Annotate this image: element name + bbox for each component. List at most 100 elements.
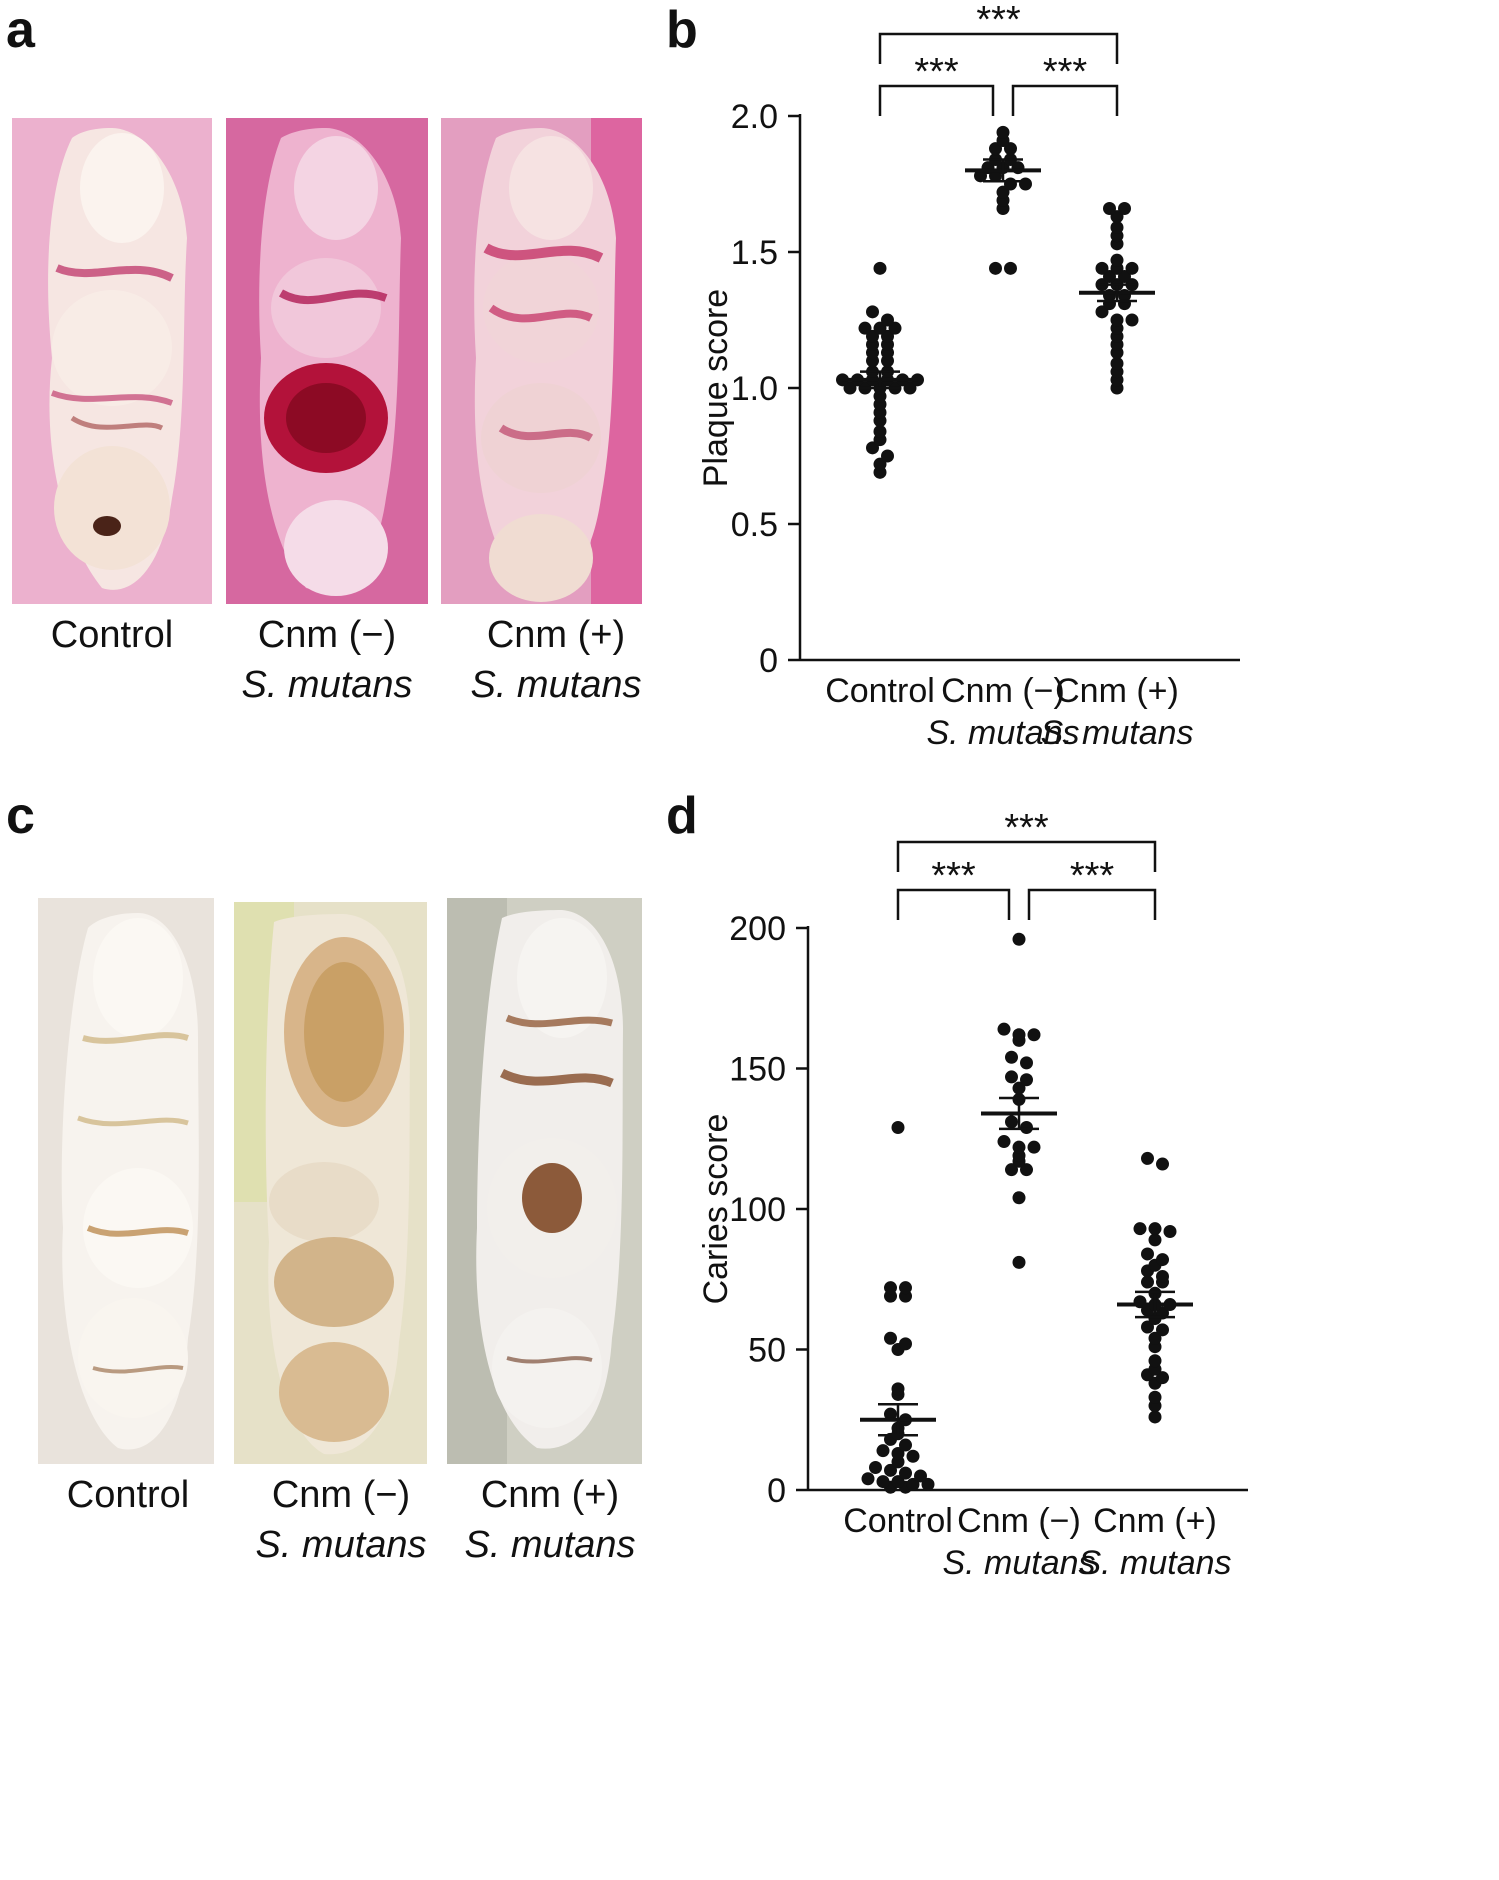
caption-species: S. mutans xyxy=(464,1524,636,1566)
data-point xyxy=(884,1331,897,1345)
data-point xyxy=(1148,1331,1162,1345)
data-point xyxy=(1156,1269,1169,1283)
data-point xyxy=(1133,1222,1147,1236)
data-point xyxy=(1020,1056,1033,1070)
data-point xyxy=(1148,1354,1162,1368)
x-category-species: S. mutans xyxy=(926,714,1079,752)
caries-photo-control xyxy=(38,898,214,1464)
significance-bracket xyxy=(878,84,995,116)
data-point xyxy=(1141,1275,1154,1289)
panel-letter-d: d xyxy=(666,787,698,845)
x-category-species: S. mutans xyxy=(1078,1544,1231,1582)
photo-c-caption-cnm-positive: Cnm (+) S. mutans xyxy=(440,1470,660,1570)
significance-label: *** xyxy=(931,855,976,897)
data-point xyxy=(1005,1163,1018,1177)
data-point xyxy=(899,1281,912,1295)
data-point xyxy=(1095,261,1109,275)
data-point xyxy=(899,1466,912,1480)
y-tick-label: 0 xyxy=(759,642,778,680)
panel-letter-c: c xyxy=(6,787,35,845)
data-point xyxy=(1148,1410,1162,1424)
y-axis-label: Caries score xyxy=(697,1114,735,1305)
y-axis-label: Plaque score xyxy=(697,289,735,487)
x-category-species: S. mutans xyxy=(942,1544,1095,1582)
data-point xyxy=(1148,1233,1162,1247)
data-point xyxy=(997,1135,1011,1149)
plaque-photo-cnm-positive xyxy=(441,118,642,604)
data-point xyxy=(1156,1323,1169,1337)
significance-bracket xyxy=(896,888,1011,920)
panel-letter-b: b xyxy=(666,1,698,59)
data-point xyxy=(1148,1390,1162,1404)
data-point xyxy=(906,1477,920,1491)
data-point xyxy=(1020,1121,1033,1135)
data-point xyxy=(1027,1140,1041,1154)
significance-label: *** xyxy=(976,0,1021,41)
data-point xyxy=(1156,1157,1169,1171)
data-point xyxy=(873,261,887,275)
caption-line: Cnm (+) xyxy=(480,1474,620,1516)
caption-species: S. mutans xyxy=(470,664,642,706)
y-tick-label: 1.5 xyxy=(731,234,778,272)
data-point xyxy=(1110,357,1124,371)
significance-bracket xyxy=(878,32,1119,64)
caption-line: Control xyxy=(50,614,174,656)
panel-letter-a: a xyxy=(6,1,35,59)
photo-c-caption-cnm-negative: Cnm (−) S. mutans xyxy=(228,1470,454,1570)
photo-a-caption-cnm-positive: Cnm (+) S. mutans xyxy=(431,610,681,710)
data-point xyxy=(1019,177,1032,191)
data-point xyxy=(876,1475,890,1489)
data-point xyxy=(906,1449,920,1463)
data-point xyxy=(1163,1224,1177,1238)
x-category-species: S. mutans xyxy=(1040,714,1193,752)
data-point xyxy=(861,1472,875,1486)
data-point xyxy=(1020,1163,1033,1177)
data-point xyxy=(899,1337,912,1351)
significance-label: *** xyxy=(914,51,959,93)
caption-species: S. mutans xyxy=(255,1524,427,1566)
data-point xyxy=(881,313,894,327)
data-point xyxy=(866,305,879,319)
data-point xyxy=(1004,177,1017,191)
data-point xyxy=(881,449,894,463)
data-point xyxy=(1012,1255,1026,1269)
data-point xyxy=(1012,1140,1026,1154)
y-tick-label: 100 xyxy=(729,1191,786,1229)
data-point xyxy=(1156,1253,1169,1267)
significance-bracket xyxy=(1027,888,1157,920)
plaque-photo-cnm-negative xyxy=(226,118,428,604)
data-point xyxy=(996,125,1010,139)
data-point xyxy=(914,1469,927,1483)
data-point xyxy=(1110,313,1124,327)
caption-line: Cnm (+) xyxy=(486,614,626,656)
caption-species: S. mutans xyxy=(241,664,413,706)
significance-label: *** xyxy=(1043,51,1088,93)
data-point xyxy=(1005,1115,1018,1129)
data-point xyxy=(891,1382,905,1396)
photo-a-caption-control: Control xyxy=(12,610,212,660)
significance-bracket xyxy=(1011,84,1119,116)
data-point xyxy=(899,1438,912,1452)
y-tick-label: 0 xyxy=(767,1472,786,1510)
caries-photo-cnm-positive xyxy=(447,898,642,1464)
data-point xyxy=(1156,1371,1169,1385)
data-point xyxy=(858,321,872,335)
data-point xyxy=(921,1477,935,1491)
plaque-photo-control xyxy=(12,118,212,604)
x-category-label: Cnm (−) xyxy=(941,672,1065,710)
caption-line: Cnm (−) xyxy=(271,1474,411,1516)
data-point xyxy=(891,1475,905,1489)
data-point xyxy=(1012,1028,1026,1042)
data-point xyxy=(997,1022,1011,1036)
data-point xyxy=(869,1461,882,1475)
data-point xyxy=(1110,253,1124,267)
x-category-label: Cnm (+) xyxy=(1055,672,1179,710)
data-point xyxy=(1118,201,1131,215)
x-category-label: Control xyxy=(843,1502,953,1540)
data-point xyxy=(1012,1191,1026,1205)
photo-c-caption-control: Control xyxy=(28,1470,228,1520)
y-tick-label: 150 xyxy=(729,1051,786,1089)
significance-bracket xyxy=(896,840,1157,872)
data-point xyxy=(884,1407,897,1421)
